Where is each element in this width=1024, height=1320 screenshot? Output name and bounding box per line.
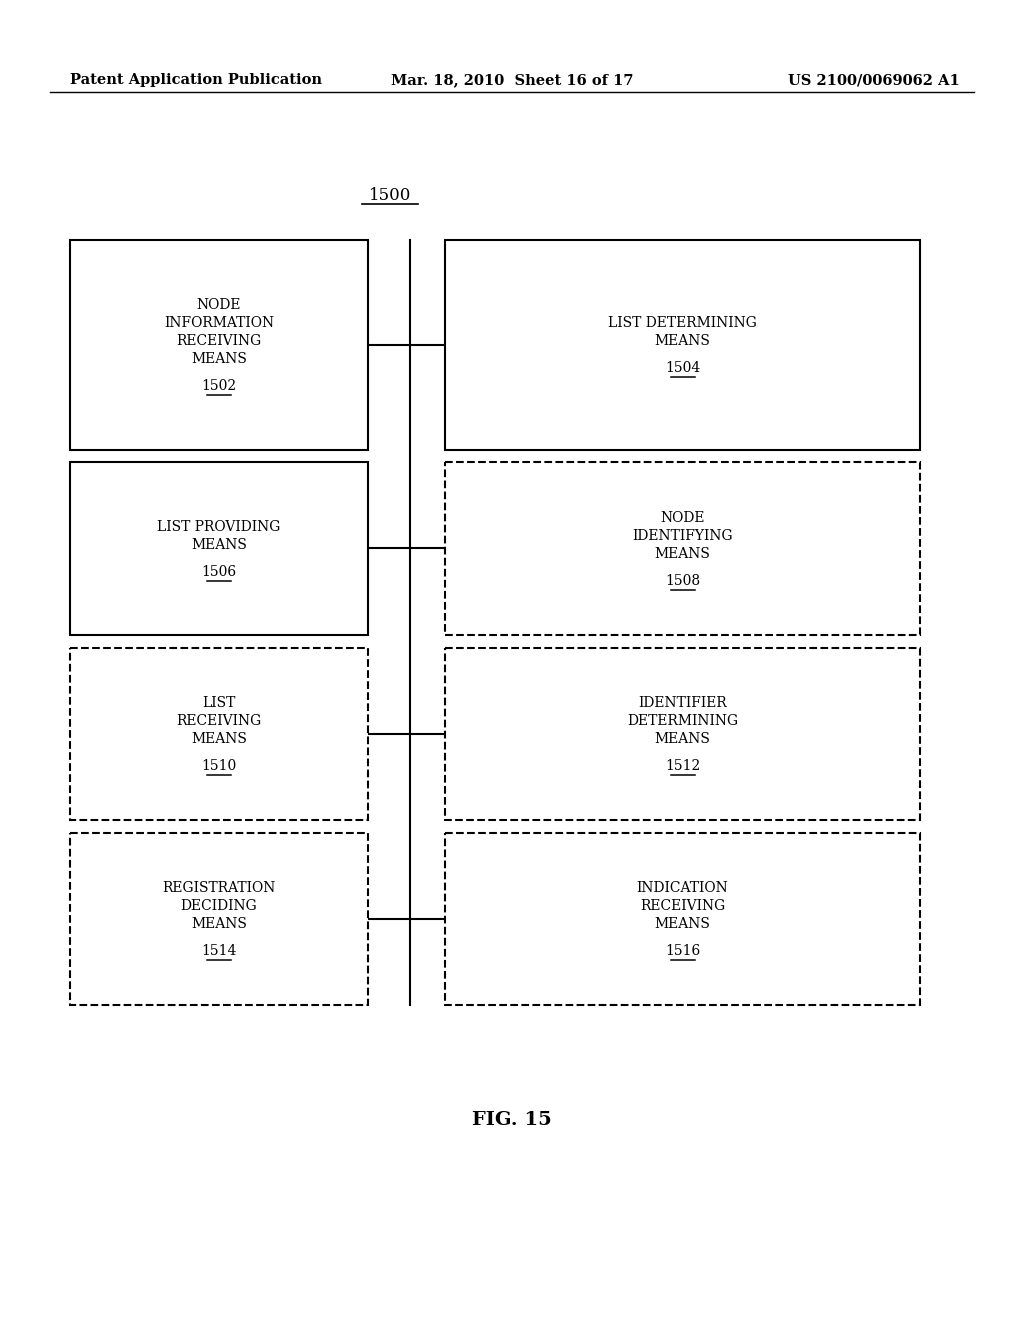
Text: 1502: 1502 xyxy=(202,379,237,393)
Text: INDICATION: INDICATION xyxy=(637,882,728,895)
Text: DECIDING: DECIDING xyxy=(180,899,257,913)
Bar xyxy=(445,462,920,635)
Text: MEANS: MEANS xyxy=(654,546,711,561)
Text: INFORMATION: INFORMATION xyxy=(164,317,274,330)
Bar xyxy=(445,240,920,450)
Text: LIST DETERMINING: LIST DETERMINING xyxy=(608,317,757,330)
Text: MEANS: MEANS xyxy=(191,917,247,932)
Text: MEANS: MEANS xyxy=(191,539,247,552)
Text: 1516: 1516 xyxy=(665,944,700,958)
Text: RECEIVING: RECEIVING xyxy=(176,714,261,729)
Text: US 2100/0069062 A1: US 2100/0069062 A1 xyxy=(788,73,961,87)
Bar xyxy=(70,648,368,820)
Text: 1512: 1512 xyxy=(665,759,700,774)
Text: Patent Application Publication: Patent Application Publication xyxy=(70,73,322,87)
Text: RECEIVING: RECEIVING xyxy=(640,899,725,913)
Text: FIG. 15: FIG. 15 xyxy=(472,1111,552,1129)
Text: LIST: LIST xyxy=(203,697,236,710)
Bar xyxy=(70,833,368,1005)
Text: 1504: 1504 xyxy=(665,362,700,375)
Text: Mar. 18, 2010  Sheet 16 of 17: Mar. 18, 2010 Sheet 16 of 17 xyxy=(391,73,633,87)
Text: 1508: 1508 xyxy=(665,574,700,587)
Text: 1506: 1506 xyxy=(202,565,237,579)
Text: MEANS: MEANS xyxy=(191,352,247,367)
Bar xyxy=(70,240,368,450)
Text: IDENTIFIER: IDENTIFIER xyxy=(638,697,727,710)
Bar xyxy=(445,833,920,1005)
Text: MEANS: MEANS xyxy=(654,733,711,746)
Text: NODE: NODE xyxy=(660,511,705,525)
Text: RECEIVING: RECEIVING xyxy=(176,334,261,348)
Text: MEANS: MEANS xyxy=(191,733,247,746)
Text: MEANS: MEANS xyxy=(654,917,711,932)
Text: LIST PROVIDING: LIST PROVIDING xyxy=(158,520,281,533)
Text: 1500: 1500 xyxy=(369,186,412,203)
Text: 1514: 1514 xyxy=(202,944,237,958)
Text: MEANS: MEANS xyxy=(654,334,711,348)
Text: IDENTIFYING: IDENTIFYING xyxy=(632,529,733,543)
Text: DETERMINING: DETERMINING xyxy=(627,714,738,729)
Bar xyxy=(445,648,920,820)
Text: REGISTRATION: REGISTRATION xyxy=(163,882,275,895)
Text: 1510: 1510 xyxy=(202,759,237,774)
Bar xyxy=(70,462,368,635)
Text: NODE: NODE xyxy=(197,298,242,313)
